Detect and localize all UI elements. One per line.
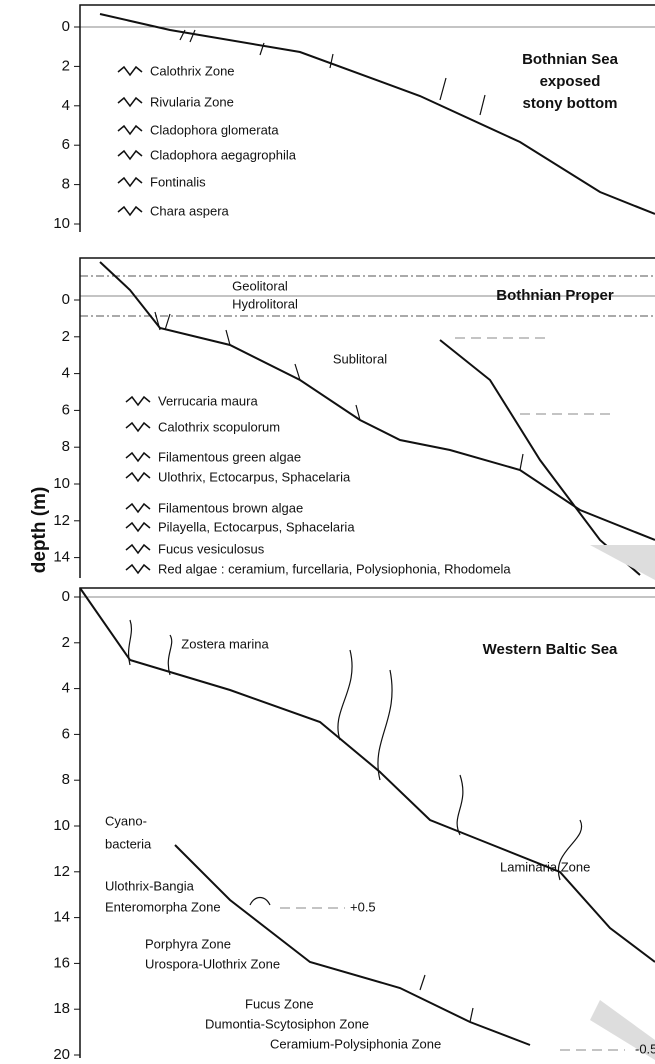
depth-tick-label: 2	[62, 57, 70, 74]
panel-title: Bothnian Sea	[522, 51, 619, 68]
zone-label: Laminaria Zone	[500, 859, 590, 874]
legend-symbol	[117, 205, 143, 217]
legend-entry: Filamentous green algae	[158, 449, 301, 464]
depth-tick-label: 4	[62, 365, 70, 382]
panel-title: Bothnian Proper	[496, 287, 614, 304]
legend-symbol	[125, 521, 151, 533]
depth-tick-label: 8	[62, 771, 70, 788]
legend-symbol	[117, 149, 143, 161]
panel-title: exposed	[540, 73, 601, 90]
depth-tick-label: 0	[62, 588, 70, 605]
depth-tick-label: 16	[53, 954, 70, 971]
zone-label: Porphyra Zone	[145, 936, 231, 951]
depth-tick-label: 4	[62, 97, 70, 114]
depth-tick-label: 4	[62, 680, 70, 697]
zone-label: Ulothrix-Bangia	[105, 878, 195, 893]
zone-label: +0.5	[350, 899, 376, 914]
legend-symbol	[125, 543, 151, 555]
legend-entry: Ulothrix, Ectocarpus, Sphacelaria	[158, 469, 351, 484]
axis-label: depth (m)	[29, 487, 50, 574]
depth-tick-label: 0	[62, 291, 70, 308]
panel-title: Western Baltic Sea	[483, 641, 618, 658]
zone-label: Dumontia-Scytosiphon Zone	[205, 1016, 369, 1031]
legend-symbol	[125, 451, 151, 463]
zone-label: Hydrolitoral	[232, 296, 298, 311]
zone-label: Ceramium-Polysiphonia Zone	[270, 1036, 441, 1051]
profiles	[79, 13, 655, 1060]
zone-label: -0.5	[635, 1041, 655, 1056]
legend-entry: Rivularia Zone	[150, 94, 234, 109]
legend-entry: Calothrix scopulorum	[158, 419, 280, 434]
depth-tick-label: 2	[62, 634, 70, 651]
depth-tick-label: 0	[62, 18, 70, 35]
legend-entry: Cladophora aegagrophila	[150, 147, 297, 162]
depth-tick-label: 12	[53, 863, 70, 880]
legend-symbol	[117, 176, 143, 188]
zone-label: Fucus Zone	[245, 996, 314, 1011]
depth-tick-label: 10	[53, 475, 70, 492]
zone-label: Enteromorpha Zone	[105, 899, 221, 914]
depth-tick-label: 10	[53, 215, 70, 232]
depth-tick-label: 18	[53, 1000, 70, 1017]
legend-entry: Filamentous brown algae	[158, 500, 303, 515]
legend-symbol	[117, 65, 143, 77]
depth-tick-label: 6	[62, 401, 70, 418]
zone-label: Cyano-	[105, 813, 147, 828]
zone-label: bacteria	[105, 836, 152, 851]
depth-tick-label: 12	[53, 512, 70, 529]
depth-tick-label: 20	[53, 1046, 70, 1063]
zone-label: Zostera marina	[181, 636, 269, 651]
legend-symbol	[117, 96, 143, 108]
legend-entry: Red algae : ceramium, furcellaria, Polys…	[158, 561, 511, 576]
legend-entry: Cladophora glomerata	[150, 122, 279, 137]
depth-tick-label: 6	[62, 136, 70, 153]
depth-tick-label: 8	[62, 176, 70, 193]
legend-symbol	[117, 124, 143, 136]
depth-tick-label: 6	[62, 725, 70, 742]
legend-symbol	[125, 471, 151, 483]
legend-symbol	[125, 502, 151, 514]
depth-tick-label: 14	[53, 909, 70, 926]
legend-entry: Fontinalis	[150, 174, 206, 189]
frames	[79, 4, 655, 1058]
zone-label: Urospora-Ulothrix Zone	[145, 956, 280, 971]
depth-tick-label: 8	[62, 438, 70, 455]
depth-tick-label: 10	[53, 817, 70, 834]
legend-symbol	[125, 395, 151, 407]
legend-entry: Chara aspera	[150, 203, 230, 218]
depth-tick-label: 2	[62, 328, 70, 345]
legend-entry: Calothrix Zone	[150, 63, 235, 78]
zone-label: Sublitoral	[333, 351, 387, 366]
legend-symbol	[125, 421, 151, 433]
zone-label: Geolitoral	[232, 278, 288, 293]
legend-entry: Verrucaria maura	[158, 393, 258, 408]
panel-title: stony bottom	[523, 95, 618, 112]
legend-entry: Fucus vesiculosus	[158, 541, 265, 556]
legend-symbol	[125, 563, 151, 575]
legend-entry: Pilayella, Ectocarpus, Sphacelaria	[158, 519, 355, 534]
depth-tick-label: 14	[53, 549, 70, 566]
